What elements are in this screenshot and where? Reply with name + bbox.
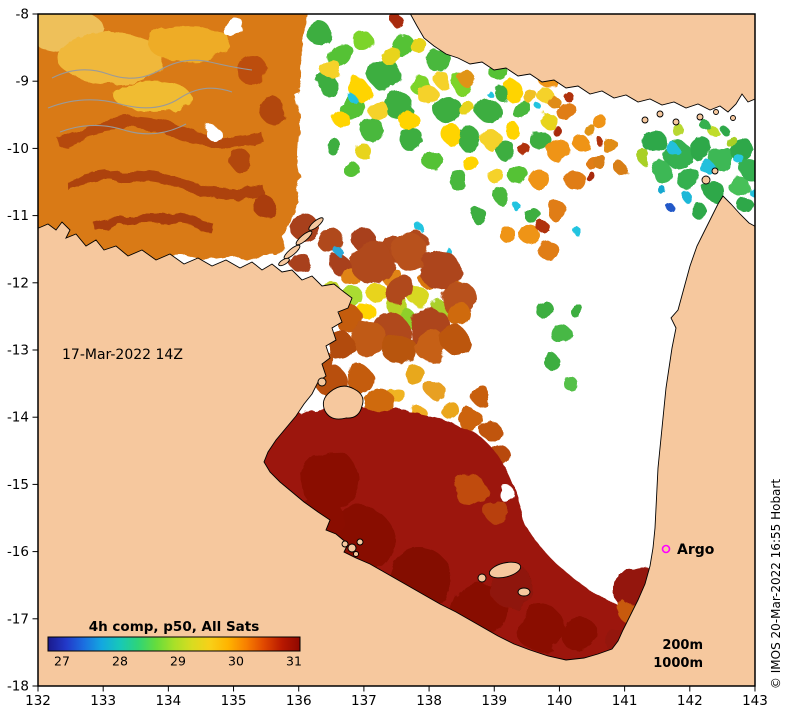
x-tick-label: 135 xyxy=(221,693,247,709)
argo-label: Argo xyxy=(677,542,715,558)
argo-float-marker xyxy=(661,544,671,554)
x-tick-label: 140 xyxy=(547,693,573,709)
land xyxy=(38,14,755,686)
coastline-mainland-australia xyxy=(38,195,755,686)
credit-text: © IMOS 20-Mar-2022 16:55 Hobart xyxy=(769,479,783,689)
x-tick-label: 136 xyxy=(286,693,312,709)
y-tick-label: -8 xyxy=(16,7,29,23)
y-tick-label: -9 xyxy=(16,74,29,90)
x-tick-label: 141 xyxy=(612,693,638,709)
colorbar-tick-label: 29 xyxy=(170,654,186,669)
colorbar-tick-label: 27 xyxy=(54,654,70,669)
y-tick-label: -14 xyxy=(7,410,29,426)
y-axis: -8 -9 -10 -11 -12 -13 -14 -15 -16 -17 -18 xyxy=(7,7,38,695)
x-tick-label: 143 xyxy=(742,693,768,709)
depth-1000m-label: 1000m xyxy=(653,656,703,671)
x-tick-label: 142 xyxy=(677,693,703,709)
y-tick-label: -10 xyxy=(7,141,29,157)
bathymetry-contour-lines xyxy=(47,59,253,135)
x-tick-label: 138 xyxy=(416,693,442,709)
y-tick-label: -17 xyxy=(7,611,29,627)
depth-200m-label: 200m xyxy=(662,638,703,653)
x-tick-label: 139 xyxy=(481,693,507,709)
colorbar: 4h comp, p50, All Sats 27 28 29 30 31 xyxy=(47,619,302,669)
colorbar-title: 4h comp, p50, All Sats xyxy=(89,619,260,635)
colorbar-tick-labels: 27 28 29 30 31 xyxy=(54,654,302,669)
islands xyxy=(278,109,736,597)
colorbar-tick-label: 30 xyxy=(228,654,244,669)
y-tick-label: -16 xyxy=(7,544,29,560)
x-axis: 132 133 134 135 136 137 138 139 140 141 142 143 xyxy=(25,686,768,709)
x-tick-label: 132 xyxy=(25,693,51,709)
x-tick-label: 133 xyxy=(90,693,116,709)
y-tick-label: -12 xyxy=(7,275,29,291)
y-tick-label: -15 xyxy=(7,477,29,493)
date-label: 17-Mar-2022 14Z xyxy=(62,347,183,363)
colorbar-tick-label: 28 xyxy=(112,654,128,669)
coastline-new-guinea xyxy=(410,14,755,113)
y-tick-label: -13 xyxy=(7,343,29,359)
colorbar-gradient-bar xyxy=(47,636,301,652)
colorbar-tick-label: 31 xyxy=(286,654,302,669)
x-tick-label: 137 xyxy=(351,693,377,709)
y-tick-label: -18 xyxy=(7,679,29,695)
y-tick-label: -11 xyxy=(7,208,29,224)
sst-raster xyxy=(38,14,755,666)
x-tick-label: 134 xyxy=(155,693,181,709)
